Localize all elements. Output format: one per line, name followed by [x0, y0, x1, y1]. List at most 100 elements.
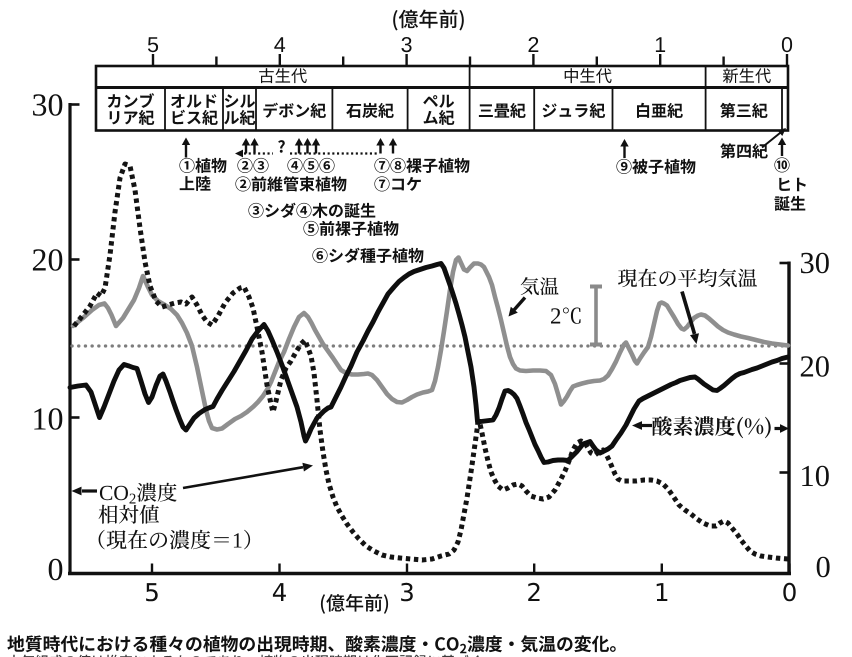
period-label-4-ink: [346, 102, 394, 118]
period-cell-9: 第三紀: [720, 93, 768, 111]
bottom-axis-tick-0: 0: [782, 578, 797, 606]
annotation-event-456: ④⑤⑥: [287, 158, 330, 176]
top-axis-tick-1: 1: [654, 33, 667, 57]
caption-line2-ink: [13, 654, 479, 657]
era-cell-1: 中生代: [565, 68, 610, 85]
text-ink: [7, 9, 830, 657]
event-10-label-b-ink: [779, 177, 806, 192]
left-axis-tick-10: 10: [26, 408, 63, 441]
event-9-arrow: [620, 139, 629, 158]
period-label-6-ink: [478, 102, 526, 118]
period-label-9-ink: [720, 102, 768, 118]
period-cell-4: 石炭紀: [346, 93, 394, 111]
right-axis-tick-30: 30: [800, 251, 837, 284]
right-axis-tick-0: 0: [816, 556, 834, 589]
scale-bar-label-ink: [551, 307, 581, 324]
caption-text: 地質時代における種々の植物の出現時期、酸素濃度・CO2濃度・気温の変化。: [8, 636, 521, 653]
period-label-7-ink: [542, 102, 606, 118]
event-1-label-a-ink: [179, 157, 227, 173]
era-label-2-ink: [722, 68, 771, 84]
annotation-event-2: ②前維管束植物: [235, 177, 345, 195]
period-label-2b-ink: [224, 109, 256, 125]
top-axis-unit-label: (億年前): [391, 7, 467, 30]
event-1-arrow: [181, 137, 191, 158]
oxygen-label-right-arrow: [774, 424, 789, 433]
period-label-1b-ink: [172, 109, 218, 125]
right-axis-label-0-ink: [816, 556, 830, 578]
period-cell-6: 三畳紀: [478, 93, 526, 111]
top-tick-label-5-ink: [147, 37, 159, 53]
period-cell-7: ジュラ紀: [542, 93, 605, 111]
right-axis-label-20-ink: [800, 356, 829, 377]
period-cell-1: オルドビス紀: [146, 93, 242, 111]
period-label-5b-ink: [423, 109, 455, 125]
annotation-event-6: ⑥シダ種子植物: [312, 248, 422, 266]
bottom-tick-label-2-ink: [528, 582, 540, 601]
top-axis-tick-3: 3: [400, 33, 413, 57]
left-axis-label-30-ink: [33, 94, 63, 116]
annotation-event-9: ⑨被子植物: [616, 159, 694, 177]
event-1-label-b-ink: [179, 175, 211, 191]
quaternary-label-ink: [720, 143, 768, 159]
annotation-quaternary: 第四紀: [720, 144, 768, 162]
left-axis-label-0-ink: [48, 558, 63, 581]
bottom-axis-tick-5: 5: [144, 578, 159, 606]
period-label-8-ink: [637, 102, 683, 118]
geologic-table-grid: [94, 64, 790, 132]
era-label-1-ink: [564, 68, 612, 84]
scale-bar-label: 2℃: [550, 303, 589, 328]
annotation-event-34: ③シダ④木の誕生: [248, 203, 373, 221]
event-9-label-ink: [616, 158, 696, 174]
event-7-label-ink: [374, 176, 421, 192]
event-4-arrow: [294, 138, 304, 154]
right-axis-label-10-ink: [802, 465, 829, 487]
annotation-event-1-line2: 上陸: [179, 176, 211, 194]
annotation-event-10-line2: ヒト: [776, 177, 808, 195]
period-cell-3: デボン紀: [262, 93, 326, 111]
co2-label-2-ink: [98, 504, 160, 524]
bottom-axis-tick-2: 2: [527, 578, 542, 606]
co2-label-line3: （現在の濃度＝1）: [95, 529, 255, 550]
event-8-arrow: [388, 138, 398, 154]
co2-label-left-arrow: [71, 486, 97, 496]
event-7-arrow: [376, 138, 385, 154]
annotation-event-1-line1: ①植物: [179, 158, 225, 176]
annotation-event-7: ⑦コケ: [374, 177, 420, 195]
top-tick-label-3-ink: [401, 37, 412, 53]
period-cell-5: ペルム紀: [407, 93, 471, 111]
period-label-1a-ink: [171, 94, 217, 108]
bottom-tick-label-3-ink: [401, 582, 413, 602]
event-5-arrow: [303, 138, 312, 154]
event-6-arrow: [311, 138, 321, 154]
event-456-label-ink: [287, 157, 335, 173]
period-label-0b-ink: [109, 109, 155, 125]
temperature-label: 気温: [520, 276, 559, 298]
event-10-arrow: [777, 137, 787, 156]
event-2-arrow: [241, 138, 251, 154]
annotation-event-10-line1: ⑩: [774, 158, 788, 176]
bottom-axis-unit-ink: [320, 593, 389, 614]
left-axis-tick-30: 30: [26, 94, 63, 127]
caption-line1-ink: [7, 635, 616, 654]
period-cell-0: カンブリア紀: [83, 93, 179, 111]
period-label-5a-ink: [423, 94, 455, 108]
bottom-tick-label-4-ink: [272, 583, 286, 601]
period-cell-8: 白亜紀: [635, 93, 683, 111]
co2-label-1-ink: [99, 482, 177, 504]
bottom-tick-label-5-ink: [146, 583, 158, 602]
event-78-label-ink: [374, 157, 470, 173]
oxygen-curve: [67, 261, 791, 465]
top-tick-label-2-ink: [528, 37, 539, 52]
top-axis-tick-2: 2: [527, 33, 540, 57]
top-tick-label-1-ink: [655, 37, 666, 52]
temperature-curve: [70, 255, 791, 432]
temp-label-arrow: [508, 296, 527, 317]
annotation-event-23: ②③: [237, 158, 266, 176]
era-cell-2: 新生代: [724, 68, 769, 85]
axes: [68, 54, 791, 576]
right-axis-label-30-ink: [801, 252, 829, 274]
top-axis-tick-0: 0: [780, 33, 793, 57]
bottom-axis-tick-3: 3: [399, 578, 414, 606]
